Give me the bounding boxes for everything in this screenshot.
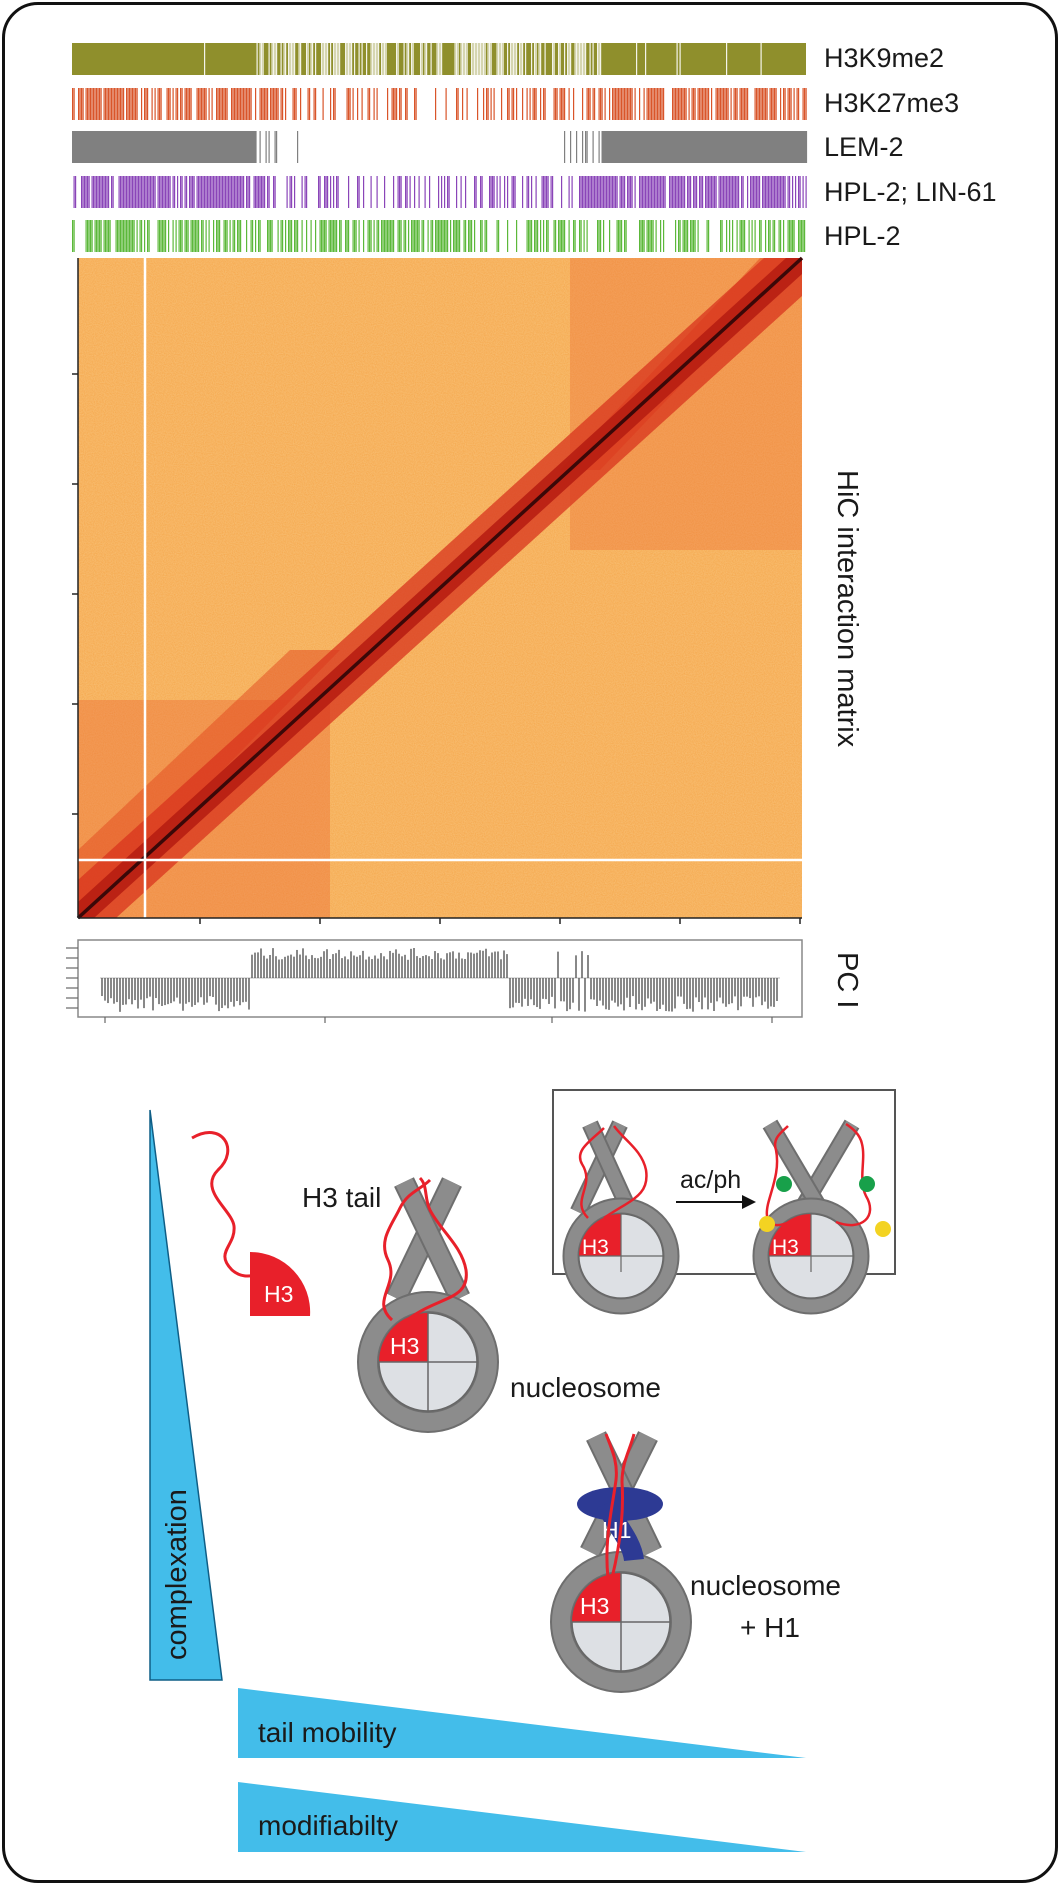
inset-right-tail-b [835,1122,872,1227]
nucleosome-h1-h3-label: H3 [580,1593,609,1619]
modifiability-wedge: modifiabilty [238,1782,806,1852]
track-h3k27me3-label: H3K27me3 [824,88,959,118]
nucleosome-tail-right [409,1176,468,1320]
inset-left-h3-quadrant [579,1214,621,1256]
hic-axis-ticks [72,258,802,924]
track-hpl2-ticks [72,220,806,252]
nucleosome-diagram: H3 nucleosome [357,1176,661,1433]
hic-matrix: HiC interaction matrix [72,256,863,924]
nucleosome-h1-label-line2: + H1 [740,1612,800,1643]
track-h3k27me3-ticks [72,88,807,120]
inset-arrow-label: ac/ph [680,1166,741,1194]
track-lem2-label: LEM-2 [824,132,904,162]
inset-right-h3-label: H3 [772,1236,799,1259]
tail-mobility-wedge: tail mobility [238,1688,806,1758]
modification-inset: H3 ac/ph H3 [552,1089,896,1315]
track-h3k27me3: H3K27me3 [72,88,959,120]
inset-left-dna-strand-a [572,1121,626,1215]
nucleosome-dna-ring [359,1293,497,1431]
nucleosome-h3-quadrant [379,1313,428,1362]
inset-arrow-head [742,1195,756,1209]
inset-phospho-mark-right [875,1221,891,1237]
tail-mobility-triangle [238,1688,806,1758]
nucleosome-h1-dna-ring [552,1553,690,1691]
h3-tail-diagram: H3 H3 tail [191,1131,381,1316]
inset-left-dna-strand-b [584,1121,636,1215]
nucleosome-h1-h3-quadrant [572,1573,621,1622]
chromatin-tracks: H3K9me2 H3K27me3 LEM-2 HPL-2; LIN-61 HPL… [72,43,997,252]
hic-side-label: HiC interaction matrix [831,470,863,748]
track-h3k9me2-ticks [204,43,762,75]
nucleosome-h3-label: H3 [390,1333,419,1359]
modifiability-triangle [238,1782,806,1852]
hic-diagonal [76,256,804,920]
nucleosome-h1-tail-left [604,1433,618,1579]
track-lem2-ticks [72,131,808,163]
inset-left-tail-b [603,1125,648,1220]
pc1-y-ticks [66,947,773,1023]
complexation-triangle [149,1109,223,1681]
track-hpl2-lin61-ticks [73,176,807,208]
inset-left-h3-label: H3 [582,1236,609,1259]
track-h3k9me2: H3K9me2 [72,43,944,75]
nucleosome-h1-label-line1: nucleosome [690,1570,841,1601]
nucleosome-tail-left [382,1178,432,1322]
modifiability-label: modifiabilty [258,1810,398,1841]
inset-left-tail-a [578,1127,605,1219]
inset-phospho-mark-left [759,1216,775,1232]
pc1-bars [101,948,778,1012]
inset-right-h3-quadrant [769,1214,811,1256]
h3-tail-label: H3 tail [302,1182,381,1213]
track-lem2: LEM-2 [72,131,904,163]
track-hpl2-label: HPL-2 [824,221,901,251]
track-hpl2-lin61: HPL-2; LIN-61 [73,176,997,208]
h1-linker-histone [577,1487,663,1521]
nucleosome-label: nucleosome [510,1372,661,1403]
tail-mobility-label: tail mobility [258,1717,396,1748]
inset-right-dna-ring [754,1199,868,1313]
complexation-label: complexation [161,1489,193,1660]
complexation-wedge: complexation [149,1109,223,1681]
track-hpl2: HPL-2 [72,220,901,252]
nucleosome-h1-tail-right [610,1433,636,1579]
h3-histone-wedge [250,1251,311,1316]
pc1-label: PC I [831,952,863,1008]
h3-tail-strand [191,1131,274,1280]
track-hpl2-lin61-label: HPL-2; LIN-61 [824,177,997,207]
h3-histone-label: H3 [264,1281,293,1307]
nucleosome-dna-strand-b [395,1178,469,1302]
inset-right-dna-strand-b [764,1120,828,1216]
inset-acetyl-mark-left [776,1176,792,1192]
track-h3k9me2-label: H3K9me2 [824,43,944,73]
inset-acetyl-mark-right [859,1176,875,1192]
pc1-track: PC I [66,939,863,1023]
nucleosome-h1-diagram: H3 H1 nucleosome + H1 [550,1431,841,1693]
